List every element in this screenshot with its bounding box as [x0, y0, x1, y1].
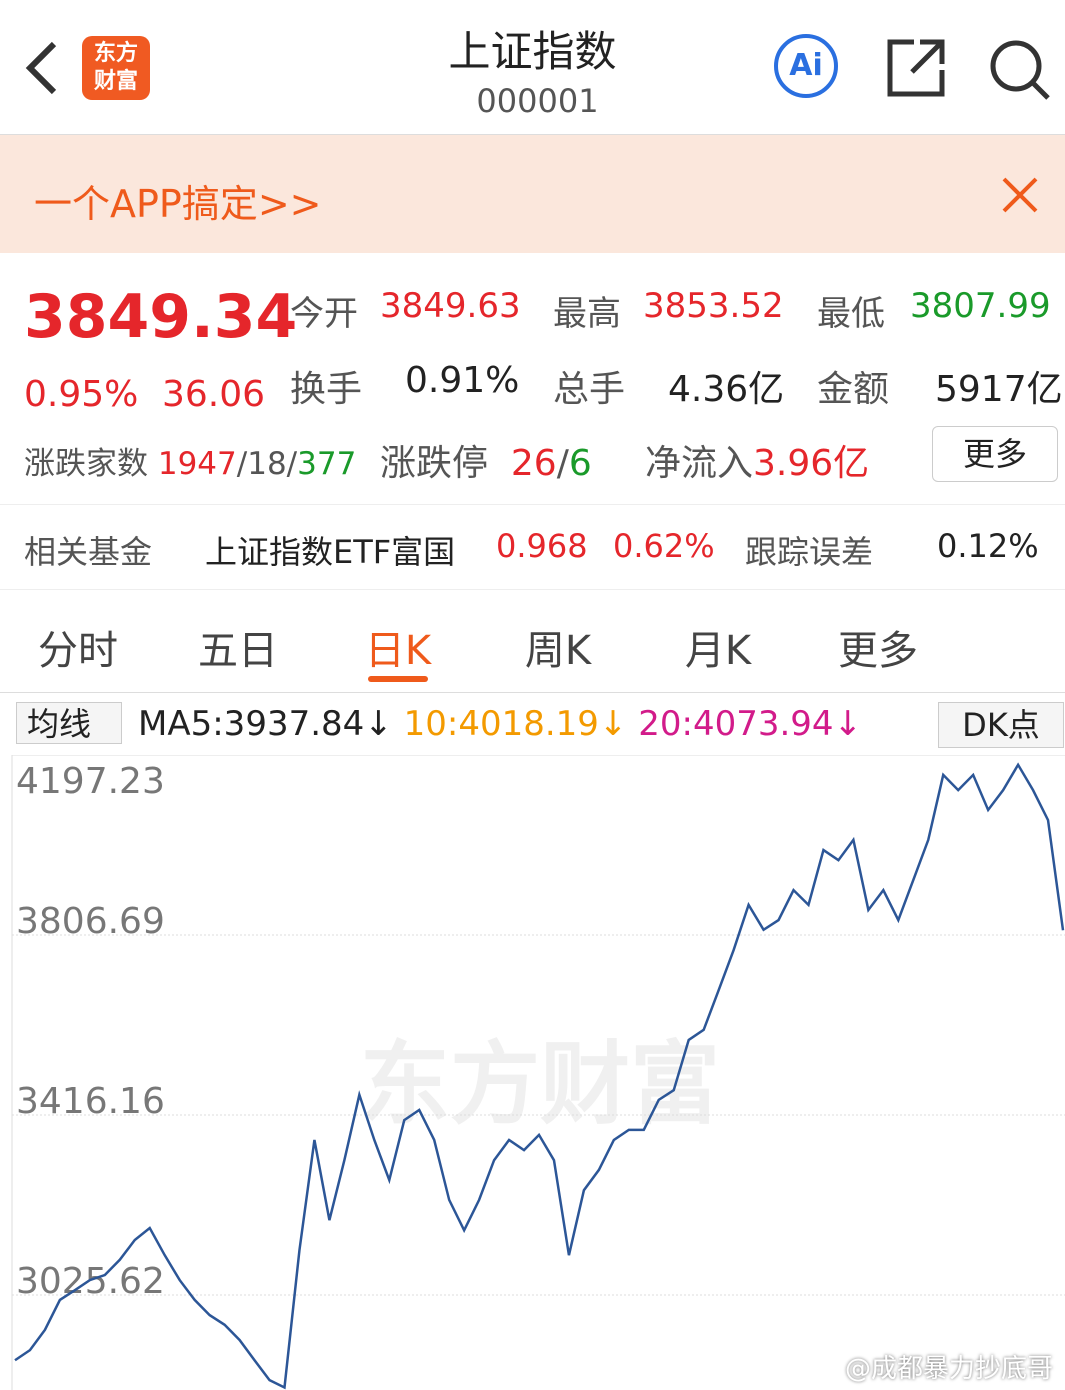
limit: 涨跌停 26/6 [380, 434, 592, 486]
down-count: 377 [297, 446, 357, 482]
tab-indicator [368, 676, 428, 682]
y-tick-label: 4197.23 [16, 761, 165, 802]
back-button[interactable] [22, 38, 62, 98]
search-button[interactable] [988, 38, 1052, 102]
breadth: 涨跌家数 1947/18/377 [24, 438, 356, 483]
tab[interactable]: 分时 [38, 628, 118, 674]
field-value: 5917亿 [935, 369, 1063, 410]
y-tick-label: 3025.62 [16, 1261, 165, 1302]
field-label: 最低 [817, 294, 885, 334]
limit-down: 6 [568, 443, 592, 484]
field-label: 换手 [290, 369, 363, 410]
title: 上证指数 [448, 27, 617, 76]
ma20: 20:4073.94 [638, 704, 834, 744]
label: 涨跌停 [380, 443, 489, 484]
field-label: 总手 [553, 369, 626, 410]
field-value: 3853.52 [643, 286, 784, 326]
arrow: ↓ [364, 704, 393, 744]
sep: / [556, 443, 569, 484]
flow-value: 3.96亿 [753, 443, 870, 484]
tab[interactable]: 日K [364, 628, 432, 674]
y-tick-label: 3806.69 [16, 901, 165, 942]
field-label: 最高 [553, 294, 621, 334]
ma-values: MA5:3937.84↓ 10:4018.19↓ 20:4073.94↓ [138, 704, 862, 744]
share-button[interactable] [886, 38, 946, 98]
flat-count: 18 [247, 446, 287, 482]
y-tick-label: 3416.16 [16, 1081, 165, 1122]
price-line [14, 762, 1065, 1390]
field-value: 3849.63 [380, 286, 521, 326]
field-value: 0.91% [405, 360, 520, 401]
fund-pct: 0.62% [613, 527, 715, 565]
credit: @成都暴力抄底哥 [844, 1354, 1053, 1384]
label: 涨跌家数 [24, 446, 148, 482]
logo-text: 东方 [93, 41, 138, 66]
sep: / [286, 446, 298, 482]
code: 000001 [476, 82, 599, 120]
banner[interactable]: 一个APP搞定>> [0, 135, 1065, 253]
banner-text: 一个APP搞定>> [34, 182, 322, 226]
logo-text: 财富 [93, 69, 138, 94]
change-pct: 0.95% [24, 374, 139, 415]
ma-selector[interactable]: 均线 [16, 702, 122, 744]
limit-up: 26 [510, 443, 557, 484]
label: 净流入 [645, 443, 754, 484]
label: 跟踪误差 [745, 533, 874, 571]
label: 相关基金 [24, 533, 153, 571]
tab[interactable]: 更多 [838, 628, 918, 674]
fund-price: 0.968 [496, 527, 588, 565]
change: 36.06 [162, 374, 266, 415]
flow: 净流入3.96亿 [645, 434, 869, 486]
tab[interactable]: 月K [684, 628, 752, 674]
chart: 东方财富 4197.23 3806.69 3416.16 3025.62 [11, 755, 1065, 1390]
logo: 东方 财富 [82, 36, 150, 100]
field-label: 金额 [817, 369, 890, 410]
ma5: MA5:3937.84 [138, 704, 365, 744]
watermark: 东方财富 [360, 1032, 720, 1137]
close-button[interactable] [1000, 175, 1040, 215]
sep: / [236, 446, 248, 482]
tab[interactable]: 五日 [198, 628, 278, 674]
up-count: 1947 [157, 446, 237, 482]
ai-button[interactable]: Ai [774, 34, 838, 98]
fund-name: 上证指数ETF富国 [205, 533, 456, 571]
field-label: 今开 [290, 294, 358, 334]
more-button[interactable]: 更多 [932, 426, 1058, 482]
price: 3849.34 [24, 282, 298, 352]
track-value: 0.12% [937, 527, 1039, 565]
arrow: ↓ [598, 704, 628, 744]
dk-button[interactable]: DK点 [938, 702, 1064, 748]
field-value: 3807.99 [910, 286, 1051, 326]
fund-row[interactable]: 相关基金 上证指数ETF富国 0.968 0.62% 跟踪误差 0.12% [0, 504, 1065, 590]
field-value: 4.36亿 [668, 369, 785, 410]
ma10: 10:4018.19 [403, 704, 599, 744]
header: 东方财富 上证指数 000001 Ai [0, 0, 1065, 135]
tab[interactable]: 周K [524, 628, 592, 674]
tabs: 分时 五日 日K 周K 月K 更多 [0, 590, 1065, 693]
arrow: ↓ [833, 704, 863, 744]
